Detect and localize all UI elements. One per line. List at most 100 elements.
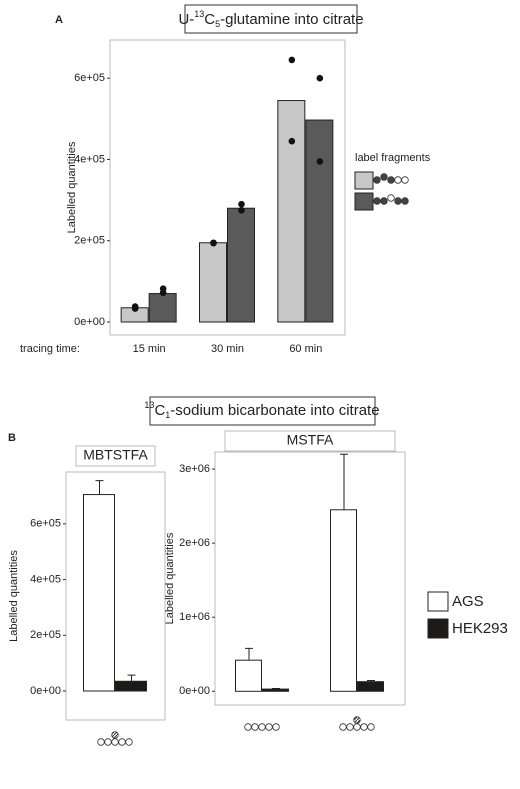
icon-part bbox=[104, 738, 112, 746]
panel-label: B bbox=[8, 432, 16, 444]
data-point bbox=[288, 56, 296, 64]
legend-label: AGS bbox=[452, 593, 484, 610]
y-tick-label: 2e+05 bbox=[74, 235, 105, 247]
chart-title: MSTFA bbox=[287, 432, 334, 448]
icon-part bbox=[367, 723, 375, 731]
icon-part bbox=[339, 723, 347, 731]
y-tick-label: 6e+05 bbox=[74, 72, 105, 84]
bar bbox=[148, 293, 177, 323]
error-bar bbox=[340, 453, 348, 510]
bar bbox=[262, 688, 289, 692]
chart-title: 13C1-sodium bicarbonate into citrate bbox=[144, 400, 379, 420]
y-axis-label: Labelled quantities bbox=[66, 141, 78, 233]
icon-part bbox=[111, 731, 119, 739]
text-part: -sodium bicarbonate into citrate bbox=[170, 402, 379, 419]
icon-part bbox=[353, 716, 361, 724]
error-bar bbox=[127, 674, 136, 682]
text-part: 13 bbox=[144, 400, 154, 410]
x-tick-label: 30 min bbox=[211, 343, 244, 355]
icon-part bbox=[394, 176, 402, 184]
data-point bbox=[210, 239, 217, 247]
icon-part bbox=[111, 738, 119, 746]
bar bbox=[277, 100, 306, 323]
x-tick-label: 60 min bbox=[289, 343, 322, 355]
icon-part bbox=[97, 738, 105, 746]
text-part: 1 bbox=[165, 410, 170, 420]
error-bar bbox=[95, 480, 104, 495]
y-axis-label: Labelled quantities bbox=[164, 532, 176, 624]
icon-part bbox=[360, 723, 368, 731]
error-bar bbox=[367, 680, 375, 682]
y-tick-label: 2e+06 bbox=[179, 537, 210, 549]
icon-part bbox=[265, 723, 273, 731]
data-point bbox=[159, 289, 167, 297]
y-tick-label: 0e+00 bbox=[179, 685, 210, 697]
icon-part bbox=[373, 176, 381, 184]
bar bbox=[199, 242, 227, 323]
icon-part bbox=[380, 197, 388, 205]
icon-part bbox=[258, 723, 266, 731]
icon-part bbox=[272, 723, 280, 731]
panel-label: A bbox=[55, 14, 63, 26]
title-box bbox=[75, 445, 156, 467]
icon-part bbox=[387, 194, 395, 202]
legend-swatch bbox=[354, 192, 374, 211]
bar bbox=[305, 119, 334, 323]
y-tick-label: 4e+05 bbox=[30, 573, 61, 585]
bar bbox=[115, 680, 147, 692]
icon-part bbox=[125, 738, 133, 746]
y-axis-label: Labelled quantities bbox=[8, 550, 20, 642]
icon-part bbox=[244, 723, 252, 731]
text-part: U- bbox=[178, 11, 194, 28]
bar bbox=[357, 681, 384, 692]
title-box bbox=[184, 4, 358, 34]
y-tick-label: 2e+05 bbox=[30, 629, 61, 641]
error-bar bbox=[272, 687, 280, 690]
icon-part bbox=[380, 173, 388, 181]
bar bbox=[83, 494, 115, 692]
legend-swatch bbox=[354, 171, 374, 190]
data-point bbox=[316, 158, 324, 165]
x-tick-label: 15 min bbox=[133, 343, 166, 355]
chart-title: MBTSTFA bbox=[83, 447, 148, 463]
icon-part bbox=[387, 176, 395, 184]
data-point bbox=[316, 74, 324, 82]
y-tick-label: 0e+00 bbox=[30, 685, 61, 697]
text-part: 13 bbox=[194, 9, 204, 19]
chart-title: U-13C5-glutamine into citrate bbox=[178, 9, 363, 29]
legend-icon bbox=[373, 173, 409, 205]
y-tick-label: 1e+06 bbox=[179, 611, 210, 623]
icon-part bbox=[251, 723, 259, 731]
y-tick-label: 0e+00 bbox=[74, 316, 105, 328]
icon-part bbox=[401, 176, 409, 184]
title-box bbox=[149, 396, 376, 426]
legend-title: label fragments bbox=[355, 152, 431, 164]
legend-swatch bbox=[427, 591, 449, 612]
y-tick-label: 6e+05 bbox=[30, 518, 61, 530]
data-point bbox=[131, 305, 139, 312]
bar bbox=[235, 659, 262, 692]
x-axis-label: tracing time: bbox=[20, 343, 80, 355]
plot-frame bbox=[65, 471, 166, 721]
y-tick-label: 3e+06 bbox=[179, 463, 210, 475]
text-part: C bbox=[204, 11, 215, 28]
icon-part bbox=[118, 738, 126, 746]
text-part: C bbox=[154, 402, 165, 419]
icon-part bbox=[353, 723, 361, 731]
legend-label: HEK293 bbox=[452, 620, 508, 637]
bar bbox=[227, 207, 255, 323]
icon-part bbox=[346, 723, 354, 731]
legend-swatch bbox=[427, 618, 449, 639]
icon-part bbox=[373, 197, 381, 205]
category-icon bbox=[97, 716, 375, 746]
data-point bbox=[238, 200, 245, 208]
data-point bbox=[238, 206, 245, 214]
data-point bbox=[288, 137, 296, 145]
text-part: -glutamine into citrate bbox=[220, 11, 363, 28]
y-tick-label: 4e+05 bbox=[74, 153, 105, 165]
icon-part bbox=[401, 197, 409, 205]
error-bar bbox=[245, 647, 253, 661]
title-box bbox=[224, 430, 396, 452]
icon-part bbox=[394, 197, 402, 205]
